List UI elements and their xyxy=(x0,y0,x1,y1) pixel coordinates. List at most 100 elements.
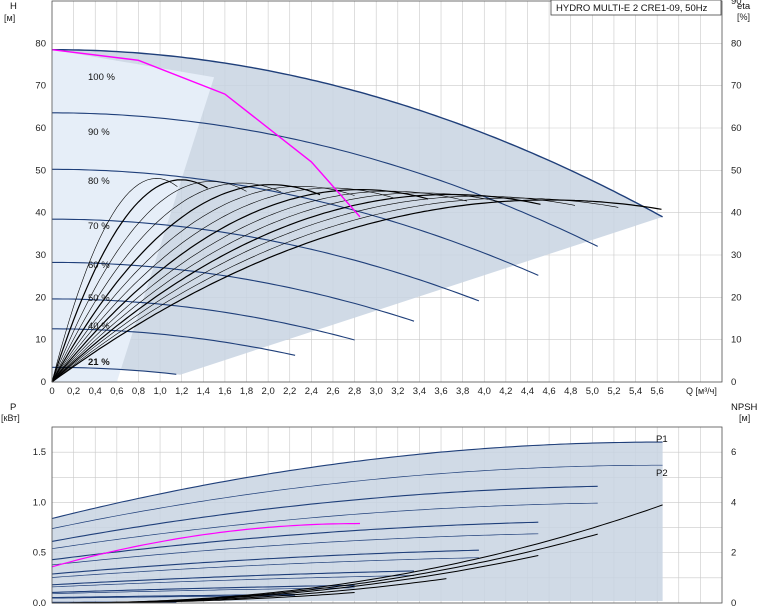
x-tick-label: 1,2 xyxy=(175,386,188,397)
efficiency-curve xyxy=(51,187,394,383)
speed-label-21: 21 % xyxy=(88,357,110,368)
eta-tick-label: 20 xyxy=(731,292,742,303)
npsh-tick-label: 6 xyxy=(731,447,736,458)
x-tick-label: 1,8 xyxy=(240,386,253,397)
head-area-fill xyxy=(52,49,663,375)
x-tick-label: 4,0 xyxy=(478,386,491,397)
eta-tick-label: 30 xyxy=(731,250,742,261)
power-tick-label: 0.0 xyxy=(33,598,46,609)
x-tick-label: 3,4 xyxy=(413,386,426,397)
x-tick-label: 0,2 xyxy=(67,386,80,397)
power-tick-label: 1.0 xyxy=(33,497,46,508)
power-curves xyxy=(51,441,663,604)
x-tick-label: 5,4 xyxy=(629,386,642,397)
efficiency-curve xyxy=(51,193,541,383)
npsh-tick-label: 4 xyxy=(731,497,736,508)
head-tick-label: 70 xyxy=(35,81,46,92)
x-tick-label: 2,2 xyxy=(283,386,296,397)
efficiency-curve xyxy=(51,178,178,383)
power-axis-label: P xyxy=(10,402,16,413)
head-tick-label: 40 xyxy=(35,208,46,219)
power-curve xyxy=(51,464,663,529)
npsh-axis-label: NPSH xyxy=(731,402,758,413)
x-tick-label: 2,6 xyxy=(326,386,339,397)
p2-label: P2 xyxy=(656,468,668,479)
x-tick-label: 3,2 xyxy=(391,386,404,397)
head-tick-label: 30 xyxy=(35,250,46,261)
power-curve xyxy=(51,575,415,588)
x-tick-label: 1,0 xyxy=(153,386,166,397)
head-curves xyxy=(51,49,663,383)
x-tick-label: 3,0 xyxy=(370,386,383,397)
eta-tick-label: 80 xyxy=(731,38,742,49)
speed-label-60: 60 % xyxy=(88,260,110,271)
power-curve xyxy=(51,485,598,542)
speed-label-40: 40 % xyxy=(88,321,110,332)
plot-frames xyxy=(51,0,723,604)
power-axis-unit: [кВт] xyxy=(1,413,20,423)
efficiency-curve xyxy=(51,181,247,383)
x-tick-label: 4,6 xyxy=(542,386,555,397)
head-curve xyxy=(52,261,415,322)
eta-tick-label: 60 xyxy=(731,123,742,134)
head-tick-label: 0 xyxy=(41,377,46,388)
axis-ticks: 0 0,2 0,4 0,6 0,8 1,0 1,2 1,4 1,6 1,8 2,0 2,2 2,4 2,6… xyxy=(33,0,742,609)
head-tick-label: 80 xyxy=(35,38,46,49)
x-tick-label: 5,2 xyxy=(607,386,620,397)
speed-label-50: 50 % xyxy=(88,293,110,304)
efficiency-curve xyxy=(51,189,429,383)
head-curve xyxy=(52,112,598,247)
eta-axis-unit: [%] xyxy=(737,12,750,22)
power-tick-label: 0.5 xyxy=(33,548,46,559)
head-tick-label: 50 xyxy=(35,165,46,176)
x-tick-label: 0 xyxy=(49,386,54,397)
head-curve xyxy=(52,49,663,218)
speed-label-90: 90 % xyxy=(88,127,110,138)
head-tick-label: 20 xyxy=(35,292,46,303)
x-tick-label: 2,4 xyxy=(305,386,318,397)
head-axis-unit: [м] xyxy=(4,13,15,23)
power-frame xyxy=(51,426,723,604)
efficiency-curve xyxy=(51,182,282,383)
power-tick-label: 1.5 xyxy=(33,447,46,458)
head-axis-label: H xyxy=(10,1,17,12)
x-tick-label: 1,6 xyxy=(218,386,231,397)
head-area-light xyxy=(52,49,215,382)
speed-label-100: 100 % xyxy=(88,72,115,83)
x-tick-label: 0,4 xyxy=(89,386,102,397)
flow-axis-label: Q [м³/ч] xyxy=(686,386,717,396)
x-tick-label: 4,4 xyxy=(521,386,534,397)
chart-title: HYDRO MULTI-E 2 CRE1-09, 50Hz xyxy=(556,3,708,14)
x-tick-label: 5,0 xyxy=(586,386,599,397)
efficiency-curve xyxy=(51,190,468,383)
power-curve xyxy=(51,533,539,566)
x-tick-label: 3,8 xyxy=(456,386,469,397)
power-curve xyxy=(51,441,663,520)
x-tick-label: 0,6 xyxy=(110,386,123,397)
limit-power-curve xyxy=(51,522,361,568)
title-box xyxy=(550,0,722,16)
efficiency-curve xyxy=(51,192,502,383)
eta-tick-label: 10 xyxy=(731,335,742,346)
head-curve xyxy=(52,168,539,276)
eta-tick-label: 50 xyxy=(731,165,742,176)
head-tick-label: 60 xyxy=(35,123,46,134)
limit-curve xyxy=(51,49,361,218)
efficiency-curve xyxy=(51,186,355,383)
power-curve xyxy=(51,502,598,550)
x-tick-label: 5,6 xyxy=(651,386,664,397)
speed-label-70: 70 % xyxy=(88,221,110,232)
x-tick-label: 0,8 xyxy=(132,386,145,397)
power-curve xyxy=(51,557,479,578)
x-tick-label: 4,2 xyxy=(499,386,512,397)
x-tick-label: 4,8 xyxy=(564,386,577,397)
x-tick-label: 3,6 xyxy=(434,386,447,397)
npsh-tick-label: 2 xyxy=(731,548,736,559)
eta-tick-label: 40 xyxy=(731,208,742,219)
power-curve xyxy=(51,584,355,593)
p1-label: P1 xyxy=(656,434,668,445)
head-operating-area xyxy=(52,49,663,382)
head-curve xyxy=(52,298,355,341)
x-tick-label: 2,8 xyxy=(348,386,361,397)
